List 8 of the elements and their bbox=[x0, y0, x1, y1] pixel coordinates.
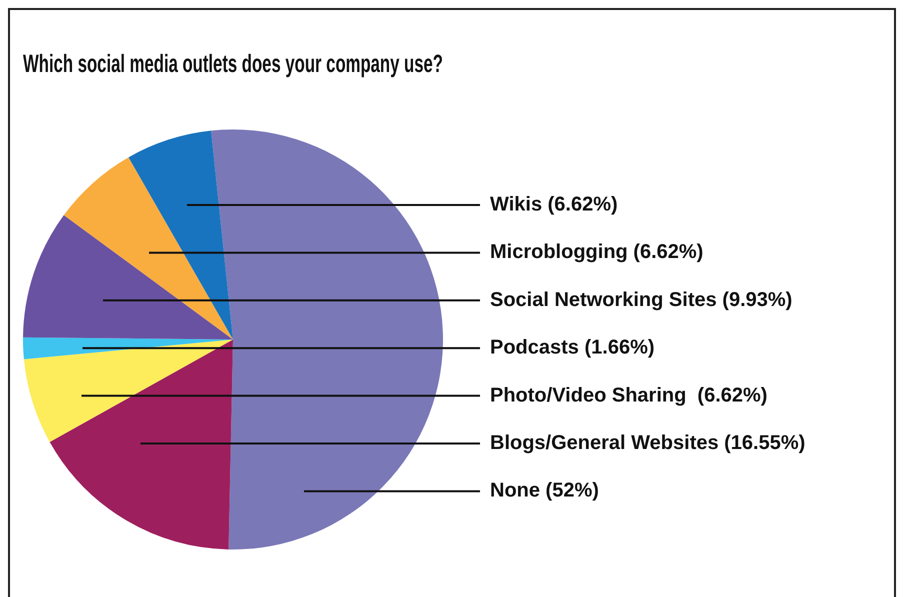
chart-title: Which social media outlets does your company use? bbox=[23, 50, 443, 78]
slice-label: Podcasts (1.66%) bbox=[490, 336, 655, 359]
slice-label: Blogs/General Websites (16.55%) bbox=[490, 432, 806, 454]
slice-label: Social Networking Sites (9.93%) bbox=[490, 288, 792, 311]
slice-label: Microblogging (6.62%) bbox=[490, 241, 704, 264]
slice-label: None (52%) bbox=[490, 480, 599, 502]
slice-label: Photo/Video Sharing (6.62%) bbox=[490, 384, 768, 406]
slice-label: Wikis (6.62%) bbox=[490, 194, 618, 216]
